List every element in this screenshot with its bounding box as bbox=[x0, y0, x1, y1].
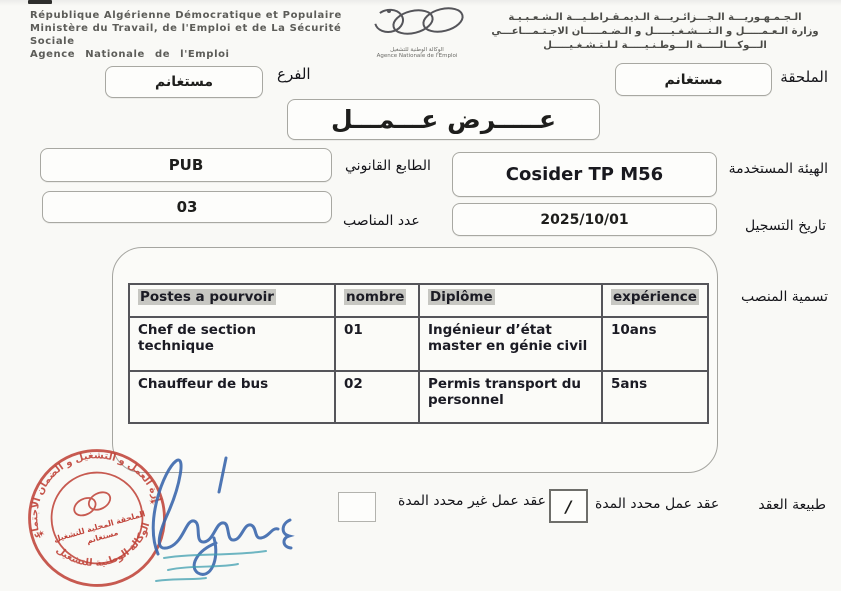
annex-label: الملحقة bbox=[780, 68, 828, 86]
header-experience: expérience bbox=[611, 289, 699, 305]
header-nombre: nombre bbox=[344, 289, 407, 305]
annex-value-box: مستغانم bbox=[615, 63, 772, 96]
positions-table: Postes a pourvoir nombre Diplôme expérie… bbox=[128, 283, 709, 424]
signature-icon bbox=[151, 456, 295, 582]
contract-nature-label: طبيعة العقد bbox=[758, 497, 826, 513]
table-header-row: Postes a pourvoir nombre Diplôme expérie… bbox=[128, 283, 709, 318]
stamp-star-right: ✶ bbox=[147, 496, 157, 509]
cell-poste: Chauffeur de bus bbox=[128, 370, 336, 424]
header-arabic: الـجـمـهـوريـــة الـجـــزائـريـــة الـدي… bbox=[481, 11, 829, 53]
logo-caption-fr: Agence Nationale de l'Emploi bbox=[376, 53, 458, 59]
open-term-checkbox bbox=[338, 492, 376, 522]
legal-status-value-box: PUB bbox=[40, 148, 332, 182]
fixed-term-mark: / bbox=[565, 496, 572, 516]
header-ministry-ar: وزارة الـعـمـــــل و الـتـــشـغـيـــــل … bbox=[491, 26, 819, 37]
stamp-star-left: ✶ bbox=[36, 528, 46, 541]
legal-status-label: الطابع القانوني bbox=[345, 158, 431, 174]
logo-caption-ar: الوكالة الوطنية للتشغيل bbox=[390, 47, 444, 53]
table-row: Chef de section technique 01 Ingénieur d… bbox=[128, 316, 709, 372]
header-republic-ar: الـجـمـهـوريـــة الـجـــزائـريـــة الـدي… bbox=[508, 12, 802, 23]
header-french: République Algérienne Démocratique et Po… bbox=[30, 9, 370, 61]
registration-date-label: تاريخ التسجيل bbox=[744, 218, 826, 234]
stamp-icon: وزارة العمل و التشغيل و الضمان الاجتماعي… bbox=[2, 423, 166, 587]
cell-experience: 5ans bbox=[601, 370, 709, 424]
employer-value-box: Cosider TP M56 bbox=[452, 152, 717, 197]
cell-nombre: 02 bbox=[334, 370, 420, 424]
fixed-term-checkbox: / bbox=[549, 489, 588, 523]
cell-poste: Chef de section technique bbox=[128, 316, 336, 372]
header-agency-ar: الـــوكـــالـــــة الـــوطـنـيـــــة لـل… bbox=[543, 40, 767, 51]
position-title-label: تسمية المنصب bbox=[740, 289, 828, 305]
anem-rings-icon bbox=[374, 7, 464, 35]
official-stamp: وزارة العمل و التشغيل و الضمان الاجتماعي… bbox=[2, 423, 185, 591]
open-term-label: عقد عمل غير محدد المدة bbox=[398, 493, 546, 509]
cell-experience: 10ans bbox=[601, 316, 709, 372]
cell-diplome: Ingénieur d’état master en génie civil bbox=[418, 316, 603, 372]
table-row: Chauffeur de bus 02 Permis transport du … bbox=[128, 370, 709, 424]
header-agency-fr: Agence Nationale de l'Emploi bbox=[30, 49, 230, 60]
employer-label: الهيئة المستخدمة bbox=[728, 161, 828, 177]
header-poste: Postes a pourvoir bbox=[138, 289, 276, 305]
header-republic-fr: République Algérienne Démocratique et Po… bbox=[30, 10, 342, 21]
positions-frame: Postes a pourvoir nombre Diplôme expérie… bbox=[112, 247, 718, 473]
signature bbox=[128, 450, 343, 590]
header-ministry-fr: Ministère du Travail, de l'Emploi et de … bbox=[30, 23, 342, 47]
document-title: عـــــرض عـــمـــل bbox=[287, 99, 600, 140]
cell-diplome: Permis transport du personnel bbox=[418, 370, 603, 424]
cell-nombre: 01 bbox=[334, 316, 420, 372]
fixed-term-label: عقد عمل محدد المدة bbox=[595, 496, 720, 512]
registration-date-box: 2025/10/01 bbox=[452, 203, 717, 236]
scan-artifact bbox=[28, 0, 52, 4]
posts-count-box: 03 bbox=[42, 191, 332, 223]
posts-count-label: عدد المناصب bbox=[343, 213, 420, 229]
branch-label: الفرع bbox=[277, 65, 311, 83]
branch-value-box: مستغانم bbox=[105, 66, 263, 98]
header-diplome: Diplôme bbox=[428, 289, 495, 305]
anem-logo: الوكالة الوطنية للتشغيل Agence Nationale… bbox=[358, 3, 476, 59]
